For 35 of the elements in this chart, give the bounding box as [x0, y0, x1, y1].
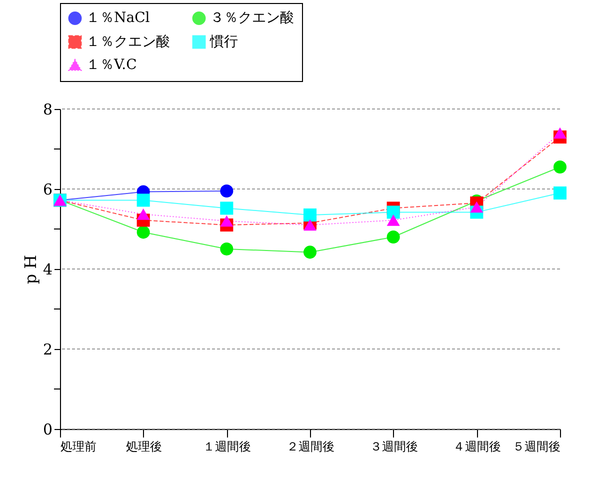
point [386, 230, 400, 244]
point [220, 184, 234, 198]
point [303, 246, 317, 259]
point [220, 215, 234, 227]
point [136, 226, 150, 239]
legend-label: １％NaCl [86, 10, 150, 26]
point [553, 186, 567, 200]
x-tick-label: ２週間後 [286, 440, 334, 454]
legend-label: ３％クエン酸 [210, 10, 294, 26]
point [386, 206, 400, 219]
y-tick-label: 4 [42, 260, 52, 278]
x-tick-label: ４週間後 [453, 440, 502, 454]
legend-label: 慣行 [209, 34, 238, 50]
legend-label: １％V.C [86, 57, 137, 73]
y-tick-label: 2 [42, 340, 52, 358]
point [470, 201, 484, 213]
x-tick-label: １週間後 [203, 440, 252, 454]
point [553, 127, 567, 139]
x-tick-label: 処理後 [126, 440, 162, 454]
point [386, 214, 400, 226]
y-tick-label: 8 [42, 100, 52, 118]
x-tick-label: ５週間後 [512, 440, 560, 454]
y-tick-label: 0 [42, 420, 52, 438]
point [136, 208, 150, 220]
y-tick-label: 6 [42, 180, 52, 198]
point [136, 194, 150, 207]
x-tick-label: 処理前 [60, 440, 96, 454]
x-tick-label: ３週間後 [370, 440, 418, 454]
point [220, 202, 234, 215]
point [220, 242, 234, 256]
point [303, 219, 317, 231]
point [303, 208, 317, 222]
legend-label: １％クエン酸 [86, 34, 170, 50]
point [553, 160, 567, 174]
y-axis-title: p H [20, 254, 40, 284]
